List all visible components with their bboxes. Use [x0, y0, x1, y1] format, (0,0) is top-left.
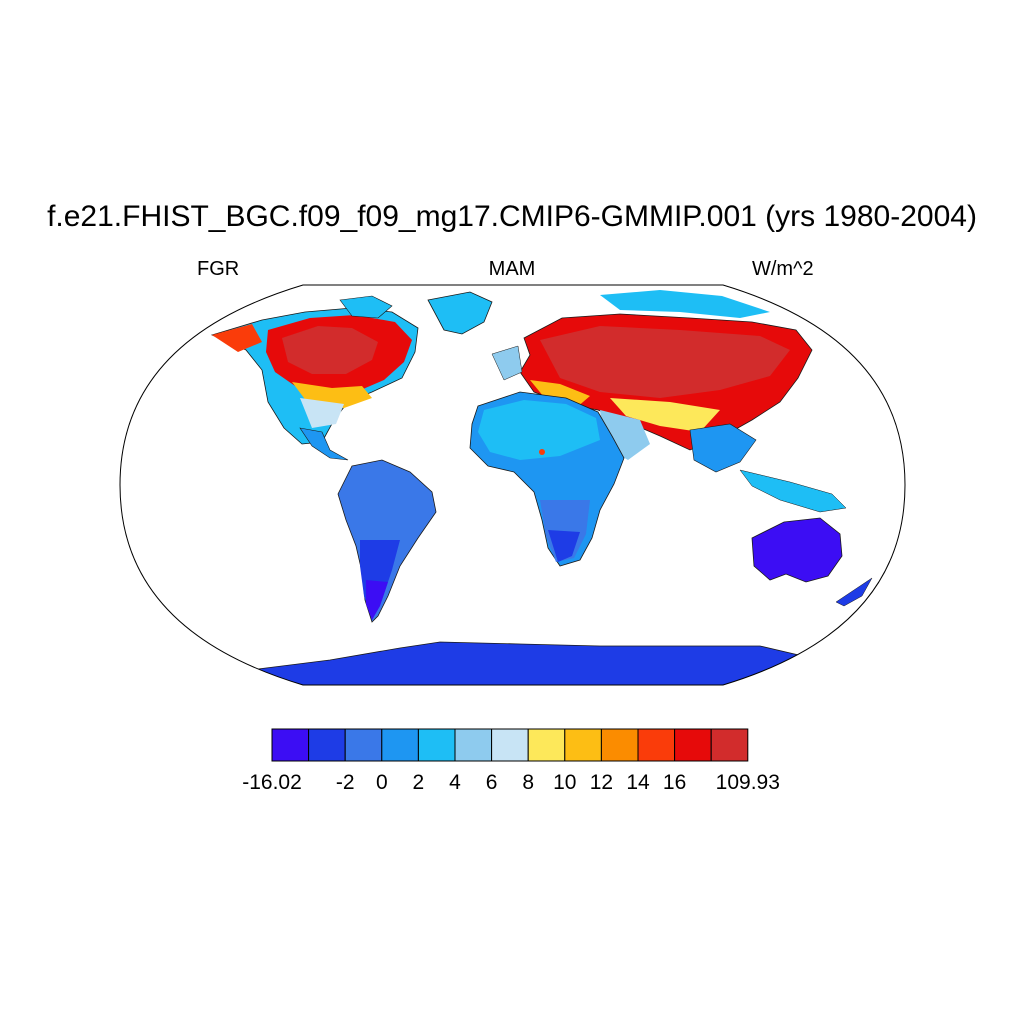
colorbar-swatch: [600, 728, 639, 762]
colorbar-tick-label: -2: [336, 771, 355, 794]
colorbar-tick-label: 16: [663, 771, 686, 794]
colorbar-tick-label: 6: [486, 771, 498, 794]
colorbar-swatch: [381, 728, 419, 762]
australia-landmass: [751, 517, 873, 607]
season-label: MAM: [488, 258, 536, 280]
south-america-landmass: [337, 459, 437, 623]
colorbar-swatch: [674, 728, 712, 762]
colorbar-tick-label: 2: [413, 771, 425, 794]
colorbar-swatch: [417, 728, 456, 762]
colorbar-swatch: [344, 728, 383, 762]
map-boundary: [119, 284, 906, 686]
africa-landmass: [469, 391, 625, 567]
colorbar-swatch: [491, 728, 529, 762]
colorbar-swatch: [527, 728, 566, 762]
colorbar-swatch: [271, 728, 310, 762]
variable-label: FGR: [197, 258, 240, 280]
colorbar-tick-label: 8: [522, 771, 534, 794]
colorbar-tick-label: 0: [376, 771, 388, 794]
eurasia-landmass: [491, 290, 847, 513]
antarctica-landmass: [139, 641, 881, 685]
colorbar-swatch: [710, 728, 749, 762]
colorbar-swatch: [564, 728, 602, 762]
colorbar-swatch: [454, 728, 493, 762]
units-label: W/m^2: [752, 258, 814, 280]
colorbar-tick-label: 12: [590, 771, 613, 794]
colorbar-swatch: [308, 728, 346, 762]
colorbar-tick-label: 10: [553, 771, 576, 794]
north-america-landmass: [210, 291, 493, 461]
colorbar-tick-label: 109.93: [716, 771, 780, 794]
colorbar-swatch: [637, 728, 676, 762]
plot-title: f.e21.FHIST_BGC.f09_f09_mg17.CMIP6-GMMIP…: [47, 200, 977, 233]
colorbar-tick-label: -16.02: [242, 771, 302, 794]
colorbar-tick-label: 14: [626, 771, 650, 794]
colorbar-tick-label: 4: [449, 771, 461, 794]
